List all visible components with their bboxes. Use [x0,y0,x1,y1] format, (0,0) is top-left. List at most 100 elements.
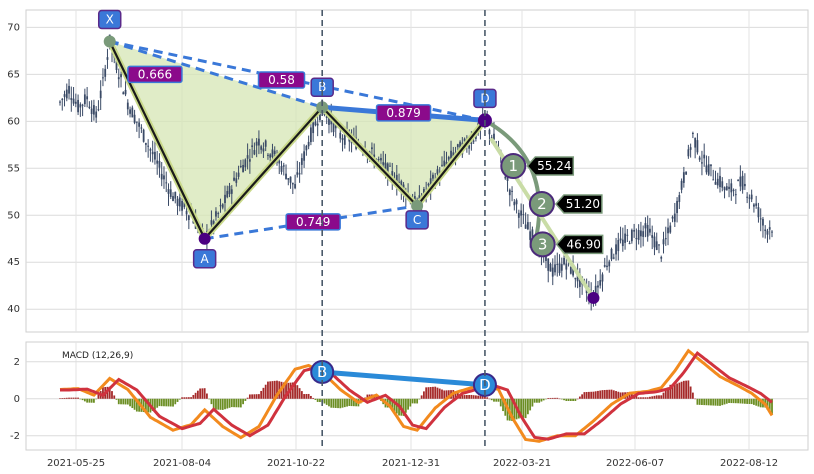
candle-body [642,231,645,237]
candle-body [701,162,703,164]
macd-histogram-bar [759,398,762,408]
candle-body [165,182,168,184]
xb-dashed-line [109,40,323,109]
candle-body [707,164,710,175]
candle-body [298,173,301,175]
macd-histogram-bar [343,398,346,408]
candle-body [90,108,93,115]
price-y-tick-label: 70 [7,22,20,33]
macd-histogram-bar [187,397,190,399]
candle-body [149,149,152,151]
macd-histogram-bar [328,398,330,407]
macd-histogram-bar [558,398,561,400]
candle-body [328,116,330,125]
candle-body [610,248,613,260]
macd-histogram-bar [517,398,520,419]
candle-body [576,273,579,282]
candle-body [554,264,556,273]
candle-body [644,223,647,229]
macd-histogram-bar [429,387,432,399]
candle-body [520,210,523,216]
candle-body [504,176,507,179]
candle-body [493,133,495,140]
candle-body [671,216,674,219]
macd-histogram-bar [545,398,547,400]
macd-histogram-bar [303,394,306,399]
macd-histogram-bar [352,398,355,407]
candle-body [649,228,651,233]
macd-histogram-bar [269,381,272,399]
macd-histogram-bar [649,396,651,399]
macd-histogram-bar [291,382,294,399]
candle-body [712,179,715,181]
macd-histogram-bar [730,398,733,404]
macd-histogram-bar [617,391,620,399]
candle-body [725,186,728,191]
macd-histogram-bar [477,395,480,399]
macd-histogram-bar [366,394,369,399]
candle-body [522,214,525,216]
macd-histogram-bar [294,382,296,399]
candle-body [285,173,287,179]
candle-body [138,122,141,127]
macd-histogram-bar [443,390,446,399]
candle-body [506,177,509,181]
candle-body [384,162,387,170]
macd-histogram-bar [253,394,256,399]
candle-body [703,154,706,159]
candle-body [163,175,165,180]
candle-body [86,96,89,100]
candle-body [750,194,753,200]
macd-histogram-bar [698,398,701,405]
macd-histogram-bar [312,397,315,399]
candle-body [395,174,398,186]
macd-histogram-bar [658,395,660,399]
macd-histogram-bar [667,387,669,399]
candle-body [757,207,760,218]
candle-body [237,172,240,177]
candle-body [339,132,342,139]
macd-histogram-bar [267,381,269,399]
macd-histogram-bar [479,395,482,399]
macd-histogram-bar [481,395,484,399]
candle-body [185,210,188,215]
macd-histogram-bar [723,398,726,405]
macd-histogram-bar [445,390,448,399]
macd-histogram-bar [615,391,617,399]
macd-histogram-bar [753,398,755,405]
macd-histogram-bar [102,387,104,399]
macd-y-tick-label: 0 [14,394,20,405]
candle-body [612,257,615,259]
candle-body [88,106,91,109]
pattern-triangle-xab [109,41,323,239]
candle-body [549,263,552,272]
candle-body [122,92,125,95]
candle-body [551,267,554,277]
candle-body [309,127,312,143]
macd-histogram-bar [115,398,118,400]
candle-body [187,215,190,221]
candle-body [658,244,660,246]
macd-histogram-bar [246,397,249,399]
macd-histogram-bar [296,385,299,399]
macd-histogram-bar [603,389,606,399]
macd-title: MACD (12,26,9) [62,351,133,361]
candle-body [258,138,260,146]
candle-body [70,98,73,100]
macd-histogram-bar [741,398,744,404]
macd-histogram-bar [531,398,534,407]
candle-body [565,263,568,270]
macd-histogram-bar [565,398,568,401]
macd-histogram-bar [612,390,615,399]
macd-histogram-bar [199,388,202,399]
candle-body [271,149,274,158]
macd-panel: -202 BD MACD (12,26,9) [10,341,809,451]
macd-histogram-bar [183,397,186,399]
macd-histogram-bar [271,381,274,399]
candle-body [771,231,773,233]
candle-body [716,178,719,186]
macd-histogram-bar [129,398,131,407]
candle-body [572,266,574,276]
macd-histogram-bar [72,397,75,399]
